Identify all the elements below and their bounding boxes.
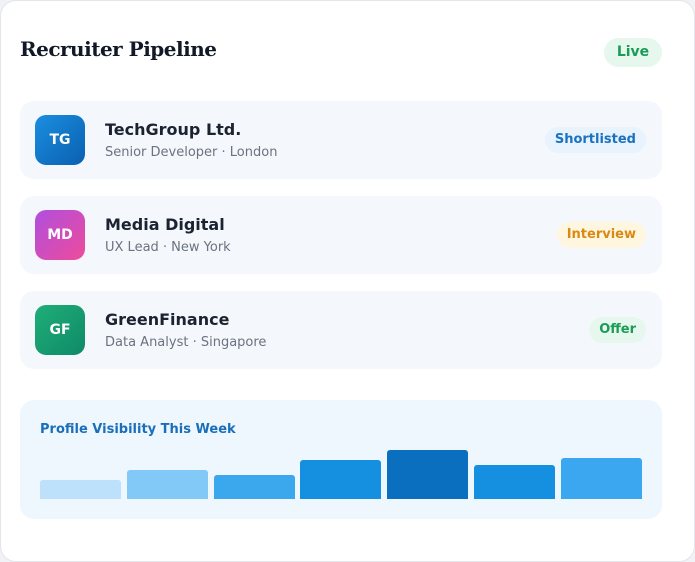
visibility-panel: Profile Visibility This Week [20,400,662,519]
role-location: Data Analyst · Singapore [105,335,267,350]
role-location: Senior Developer · London [105,145,278,160]
candidate-row: TG TechGroup Ltd. Senior Developer · Londo… [20,101,662,179]
role-location: UX Lead · New York [105,240,231,255]
card-title: Recruiter Pipeline [20,37,217,61]
avatar: TG [35,115,85,165]
status-badge: Shortlisted [544,127,646,153]
avatar: GF [35,305,85,355]
bar [387,450,469,499]
bar [474,465,555,499]
candidate-row: GF GreenFinance Data Analyst · Singapore Of… [20,291,662,369]
bar [300,460,382,499]
live-badge: Live [604,38,662,67]
bar [126,470,208,499]
panel-title: Profile Visibility This Week [40,422,236,437]
company-name: GreenFinance [105,310,230,329]
status-badge: Interview [556,222,646,248]
bar [213,475,295,499]
company-name: TechGroup Ltd. [105,120,242,139]
status-badge: Offer [589,317,646,343]
candidate-row: MD Media Digital UX Lead · New York Intervi… [20,196,662,274]
bar [40,480,121,499]
company-name: Media Digital [105,215,225,234]
bar [560,458,642,499]
avatar: MD [35,210,85,260]
